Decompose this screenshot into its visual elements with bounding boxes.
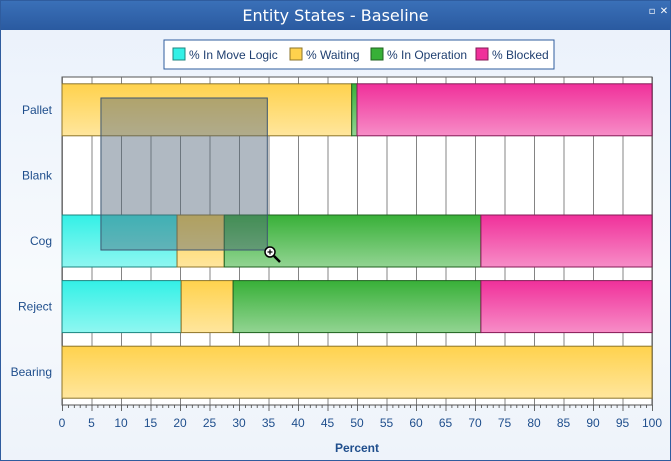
x-tick-label: 65 xyxy=(439,416,453,430)
category-label: Blank xyxy=(22,168,53,182)
x-tick-label: 10 xyxy=(114,416,128,430)
x-tick-label: 70 xyxy=(468,416,482,430)
zoom-selection-box[interactable] xyxy=(100,97,268,251)
legend-label: % In Operation xyxy=(387,48,467,62)
x-tick-label: 75 xyxy=(498,416,512,430)
legend-swatch xyxy=(475,47,489,61)
close-icon[interactable]: ✕ xyxy=(659,6,669,17)
legend-swatch xyxy=(289,47,303,61)
x-tick-label: 15 xyxy=(144,416,158,430)
bar-pallet-3 xyxy=(356,83,653,137)
x-tick-label: 90 xyxy=(586,416,600,430)
bar-cog-3 xyxy=(480,214,653,268)
bar-reject-2 xyxy=(232,280,482,334)
legend-swatch xyxy=(172,47,186,61)
legend-item: % Blocked xyxy=(475,47,549,62)
category-label: Pallet xyxy=(22,103,53,117)
x-axis xyxy=(62,405,653,411)
bar-reject-1 xyxy=(180,280,234,334)
entity-states-chart: Pallet Blank Cog Reject Bearing 0 5 10 15 20 25 30 3… xyxy=(11,39,662,455)
legend-item: % In Operation xyxy=(370,47,467,62)
x-tick-label: 20 xyxy=(173,416,187,430)
x-tick-label: 30 xyxy=(232,416,246,430)
legend-item: % In Move Logic xyxy=(172,47,278,62)
legend-item: % Waiting xyxy=(289,47,360,62)
x-tick-label: 85 xyxy=(557,416,571,430)
x-tick-label: 45 xyxy=(321,416,335,430)
legend-swatch xyxy=(370,47,384,61)
x-tick-label: 95 xyxy=(616,416,630,430)
restore-icon[interactable]: ▫ xyxy=(648,6,656,17)
legend-label: % In Move Logic xyxy=(189,48,278,62)
x-tick-label: 50 xyxy=(350,416,364,430)
x-tick-label: 5 xyxy=(88,416,95,430)
x-tick-label: 40 xyxy=(291,416,305,430)
bar-bearing-1 xyxy=(61,345,653,399)
category-label: Cog xyxy=(30,234,52,248)
bar-pallet-2 xyxy=(351,83,358,137)
bar-cog-0 xyxy=(61,214,178,268)
bar-reject-0 xyxy=(61,280,182,334)
x-tick-label: 60 xyxy=(409,416,423,430)
x-tick-label: 0 xyxy=(59,416,66,430)
x-axis-label: Percent xyxy=(335,441,379,455)
bar-cog-1 xyxy=(176,214,225,268)
x-tick-label: 25 xyxy=(203,416,217,430)
legend-box xyxy=(163,39,555,70)
title-bar: Entity States - Baseline ▫ ✕ xyxy=(1,1,670,30)
bar-reject-3 xyxy=(480,280,653,334)
legend-label: % Waiting xyxy=(306,48,360,62)
x-tick-label: 80 xyxy=(527,416,541,430)
window-title: Entity States - Baseline xyxy=(242,6,429,25)
legend-label: % Blocked xyxy=(492,48,549,62)
x-tick-label: 35 xyxy=(262,416,276,430)
x-tick-label: 100 xyxy=(642,416,662,430)
zoom-magnifier-icon xyxy=(264,246,281,263)
category-label: Reject xyxy=(18,300,53,314)
legend: % In Move Logic % Waiting % In Operation % … xyxy=(163,39,555,70)
x-tick-label: 55 xyxy=(380,416,394,430)
category-label: Bearing xyxy=(11,365,52,379)
